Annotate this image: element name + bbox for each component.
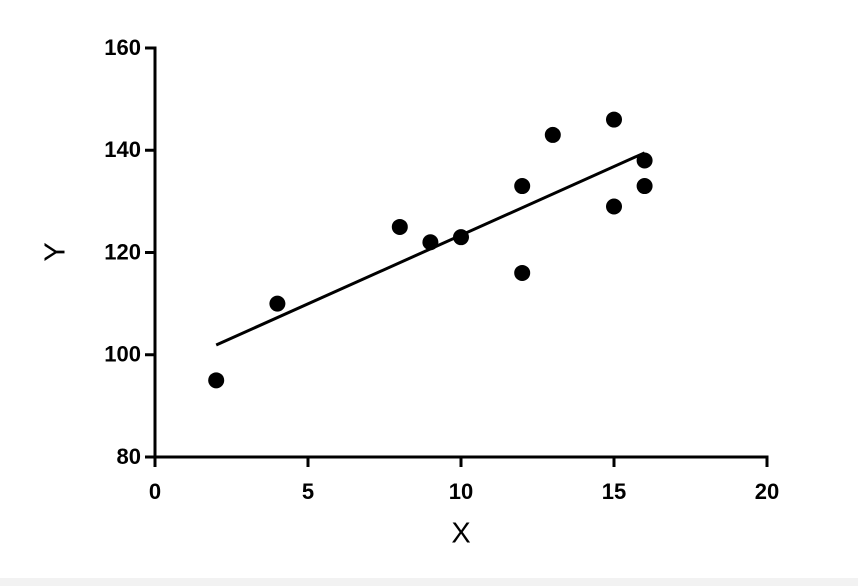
x-axis-title: X	[451, 518, 470, 550]
bottom-strip	[0, 578, 858, 586]
point	[208, 372, 225, 389]
point	[514, 178, 531, 195]
y-tick-label: 100	[104, 342, 141, 367]
y-tick-label: 80	[117, 444, 141, 469]
point	[514, 264, 531, 281]
point	[391, 218, 408, 235]
x-tick-label: 15	[602, 479, 626, 504]
y-tick-label: 160	[104, 35, 141, 60]
point	[636, 152, 653, 169]
x-tick-label: 0	[149, 479, 161, 504]
point	[544, 126, 561, 143]
x-tick-label: 5	[302, 479, 314, 504]
point	[636, 178, 653, 195]
point	[422, 234, 439, 251]
y-tick-label: 140	[104, 137, 141, 162]
point	[453, 229, 469, 246]
y-axis-title: Y	[40, 242, 72, 261]
y-tick-label: 120	[104, 239, 141, 264]
point	[606, 111, 622, 128]
x-tick-label: 10	[449, 479, 473, 504]
point	[269, 295, 286, 312]
point	[606, 198, 622, 215]
x-tick-label: 20	[755, 479, 779, 504]
